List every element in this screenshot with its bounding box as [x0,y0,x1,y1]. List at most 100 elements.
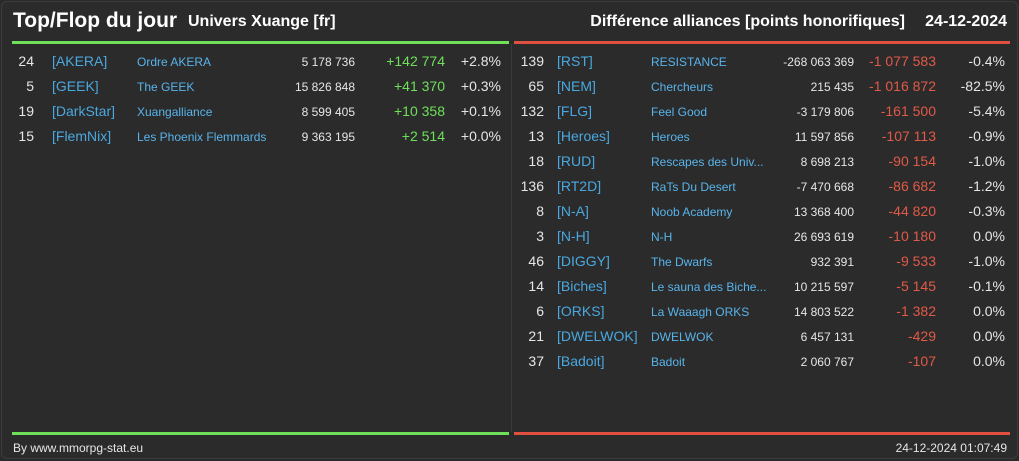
alliance-tag[interactable]: [Heroes] [557,128,610,144]
alliance-tag[interactable]: [RST] [557,53,593,69]
alliance-points: 9 363 195 [301,130,355,144]
alliance-points: 5 178 736 [301,55,355,69]
alliance-name[interactable]: Feel Good [651,105,708,119]
site-credit: By www.mmorpg-stat.eu [13,441,144,455]
metric-label: Différence alliances [points honorifique… [590,13,905,30]
alliance-points: 215 435 [810,80,854,94]
alliance-name[interactable]: N-H [651,230,673,244]
alliance-points: 2 060 767 [800,355,854,369]
alliance-tag[interactable]: [DIGGY] [557,253,610,269]
points-difference: -107 113 [881,128,936,144]
alliance-rank: 21 [528,328,544,344]
top-footer-bar [12,432,509,435]
alliance-tag[interactable]: [Badoit] [557,353,605,369]
alliance-tag[interactable]: [RT2D] [557,178,602,194]
flop-row: 21 [DWELWOK] DWELWOK 6 457 131 -429 0.0% [514,325,1010,350]
alliance-points: 14 803 522 [793,305,854,319]
alliance-rank: 3 [536,228,544,244]
flop-row: 136 [RT2D] RaTs Du Desert -7 470 668 -86 682… [514,175,1010,200]
alliance-name[interactable]: Le sauna des Biche... [651,280,767,294]
alliance-rank: 37 [528,353,544,369]
alliance-tag[interactable]: [DarkStar] [52,103,116,119]
alliance-tag[interactable]: [NEM] [557,78,596,94]
points-difference: -429 [907,328,936,344]
alliance-points: -268 063 369 [783,55,854,69]
percent-change: 0.0% [973,328,1005,344]
alliance-points: 10 215 597 [793,280,854,294]
alliance-tag[interactable]: [FlemNix] [52,128,112,144]
flop-row: 139 [RST] RESISTANCE -268 063 369 -1 077 583… [514,50,1010,75]
top-row: 19 [DarkStar] Xuangalliance 8 599 405 +10 35… [12,100,509,125]
alliance-tag[interactable]: [DWELWOK] [557,328,638,344]
alliance-points: 26 693 619 [793,230,854,244]
universe-label: Univers Xuange [fr] [188,13,336,30]
flop-row: 37 [Badoit] Badoit 2 060 767 -107 0.0% [514,350,1010,375]
flop-row: 6 [ORKS] La Waaagh ORKS 14 803 522 -1 382 0.0… [514,300,1010,325]
points-difference: +142 774 [386,53,445,69]
top-row: 5 [GEEK] The GEEK 15 826 848 +41 370 +0.3% [12,75,509,100]
alliance-name[interactable]: RaTs Du Desert [651,180,736,194]
alliance-rank: 15 [18,128,34,144]
alliance-tag[interactable]: [RUD] [557,153,596,169]
points-difference: -10 180 [888,228,936,244]
alliance-points: 932 391 [810,255,854,269]
alliance-points: 13 368 400 [793,205,854,219]
alliance-rank: 136 [520,178,544,194]
alliance-name[interactable]: Badoit [651,355,686,369]
alliance-tag[interactable]: [N-A] [557,203,589,219]
alliance-rank: 6 [536,303,544,319]
alliance-name[interactable]: The GEEK [137,80,195,94]
alliance-name[interactable]: Xuangalliance [137,105,213,119]
percent-change: 0.0% [973,353,1005,369]
flop-row: 13 [Heroes] Heroes 11 597 856 -107 113 -0.9% [514,125,1010,150]
percent-change: -82.5% [960,78,1005,94]
alliance-rank: 139 [520,53,544,69]
column-divider [511,44,512,432]
alliance-tag[interactable]: [GEEK] [52,78,99,94]
flop-row: 8 [N-A] Noob Academy 13 368 400 -44 820 -0.3% [514,200,1010,225]
points-difference: -1 016 872 [869,78,936,94]
flop-row: 18 [RUD] Rescapes des Univ... 8 698 213 -90 … [514,150,1010,175]
alliance-name[interactable]: La Waaagh ORKS [651,305,750,319]
alliance-tag[interactable]: [N-H] [557,228,590,244]
top-row: 24 [AKERA] Ordre AKERA 5 178 736 +142 774 +2.… [12,50,509,75]
alliance-name[interactable]: The Dwarfs [651,255,713,269]
alliance-name[interactable]: DWELWOK [651,330,714,344]
points-difference: +41 370 [394,78,445,94]
alliance-tag[interactable]: [Biches] [557,278,607,294]
alliance-points: 8 599 405 [301,105,355,119]
points-difference: -44 820 [888,203,936,219]
flop-panel: 139 [RST] RESISTANCE -268 063 369 -1 077 583… [514,50,1010,375]
percent-change: -5.4% [968,103,1005,119]
alliance-name[interactable]: Ordre AKERA [137,55,212,69]
alliance-rank: 8 [536,203,544,219]
percent-change: +0.0% [460,128,501,144]
alliance-name[interactable]: Les Phoenix Flemmards [137,130,267,144]
points-difference: -161 500 [880,103,936,119]
alliance-name[interactable]: Chercheurs [651,80,714,94]
percent-change: -1.2% [968,178,1005,194]
top-accent-bar [12,41,509,44]
alliance-rank: 19 [18,103,34,119]
alliance-name[interactable]: Noob Academy [651,205,733,219]
alliance-points: -7 470 668 [796,180,854,194]
top-row: 15 [FlemNix] Les Phoenix Flemmards 9 363 19… [12,125,509,150]
percent-change: -0.1% [968,278,1005,294]
alliance-points: 11 597 856 [794,130,854,144]
alliance-name[interactable]: RESISTANCE [651,55,727,69]
alliance-name[interactable]: Rescapes des Univ... [651,155,764,169]
percent-change: -0.4% [968,53,1005,69]
points-difference: -5 145 [896,278,936,294]
points-difference: -1 382 [896,303,936,319]
flop-row: 46 [DIGGY] The Dwarfs 932 391 -9 533 -1.0% [514,250,1010,275]
alliance-tag[interactable]: [FLG] [557,103,593,119]
points-difference: -9 533 [896,253,936,269]
page-title: Top/Flop du jour [13,9,178,32]
alliance-points: 15 826 848 [294,80,355,94]
percent-change: -1.0% [968,153,1005,169]
alliance-tag[interactable]: [AKERA] [52,53,108,69]
alliance-name[interactable]: Heroes [651,130,690,144]
flop-footer-bar [514,432,1010,435]
alliance-tag[interactable]: [ORKS] [557,303,605,319]
